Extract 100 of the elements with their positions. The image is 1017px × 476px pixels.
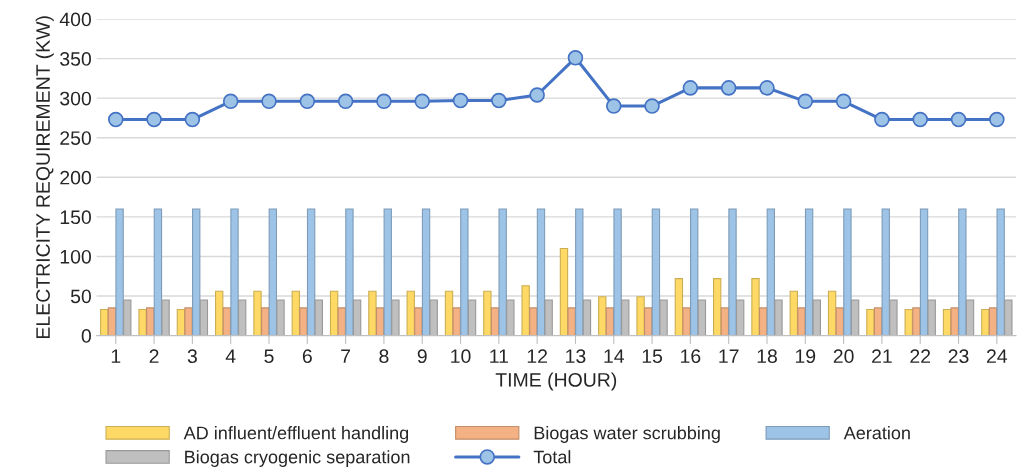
x-tick-label: 24 (986, 349, 1008, 363)
point (682, 80, 699, 96)
x-tick-label: 19 (795, 349, 816, 364)
y-tick-label: 0 (81, 329, 91, 343)
y-tick-label: 50 (70, 289, 91, 304)
bar (306, 208, 316, 336)
bar (421, 208, 431, 336)
y-tick-label: 300 (60, 91, 91, 106)
x-tick-label: 1 (111, 349, 121, 363)
x-tick-label: 5 (264, 349, 274, 364)
legend-label: Total (533, 450, 571, 464)
bar (682, 307, 691, 336)
bar (766, 208, 776, 336)
bar (559, 247, 569, 336)
y-axis-title: ELECTRICITY REQUIREMENT (KW) (35, 16, 54, 338)
bar (598, 296, 607, 336)
x-tick-label: 3 (187, 349, 197, 364)
point (759, 80, 775, 96)
point (376, 93, 392, 110)
point (797, 93, 814, 110)
point (491, 92, 507, 109)
x-tick-label: 7 (341, 349, 351, 363)
x-tick-label: 16 (681, 349, 701, 364)
bar (843, 208, 852, 336)
bar (452, 307, 461, 336)
bar (368, 290, 377, 336)
legend-label: AD influent/effluent handling (183, 426, 409, 443)
point (261, 93, 277, 110)
bar (230, 208, 239, 336)
bar (575, 208, 584, 336)
x-tick-label: 2 (149, 349, 159, 363)
bar (958, 208, 967, 336)
point (912, 111, 928, 128)
bar (981, 308, 990, 336)
y-tick-label: 200 (60, 170, 91, 185)
point (299, 93, 316, 110)
x-tick-label: 11 (490, 349, 508, 363)
bar (690, 208, 699, 336)
bar (414, 307, 423, 336)
bar (337, 307, 346, 336)
x-tick-label: 20 (833, 349, 854, 364)
bar (835, 307, 844, 336)
y-tick-label: 350 (60, 52, 91, 66)
x-tick-label: 15 (642, 349, 663, 364)
bar (184, 307, 193, 336)
point (529, 87, 545, 103)
bar (904, 308, 913, 336)
bar (299, 307, 308, 336)
bar (728, 208, 737, 336)
point (950, 111, 967, 128)
point (835, 93, 852, 110)
bar (192, 208, 201, 336)
point (222, 93, 239, 110)
bar (383, 208, 392, 336)
bar (406, 290, 415, 336)
bar (268, 208, 278, 336)
y-tick-label: 150 (60, 210, 91, 225)
point (452, 92, 469, 109)
bar (460, 208, 469, 336)
x-tick-label: 6 (302, 349, 312, 364)
bar (153, 208, 163, 336)
bar (636, 296, 645, 336)
x-tick-label: 18 (757, 349, 777, 364)
bar (100, 308, 109, 336)
point (874, 111, 890, 128)
x-tick-label: 13 (566, 349, 586, 364)
legend-label: Biogas water scrubbing (534, 426, 720, 443)
bar (345, 208, 354, 336)
bar (804, 208, 814, 336)
bar (529, 307, 538, 336)
bar (613, 208, 622, 336)
point (107, 111, 124, 128)
y-tick-label: 100 (60, 249, 91, 264)
point (146, 111, 162, 128)
x-tick-label: 14 (604, 349, 625, 363)
bar (115, 208, 124, 336)
x-tick-label: 17 (719, 349, 739, 363)
bar (567, 307, 576, 336)
bar (996, 208, 1005, 336)
legend-label: Biogas cryogenic separation (185, 450, 410, 467)
bar (912, 307, 921, 336)
bar (146, 307, 155, 336)
bar (881, 208, 890, 336)
bar (521, 285, 530, 336)
point (414, 93, 431, 110)
point (720, 80, 737, 96)
bar (866, 308, 875, 336)
bar (253, 290, 262, 336)
bar (536, 208, 546, 336)
bar (950, 307, 959, 336)
legend-label: Aeration (843, 426, 910, 440)
bar (483, 290, 492, 336)
x-tick-label: 4 (225, 349, 236, 363)
bar (498, 208, 507, 336)
y-tick-label: 400 (59, 12, 91, 27)
bar (751, 278, 760, 336)
point (567, 50, 584, 66)
point (605, 98, 622, 114)
bar (644, 307, 653, 336)
x-tick-label: 12 (527, 349, 547, 363)
